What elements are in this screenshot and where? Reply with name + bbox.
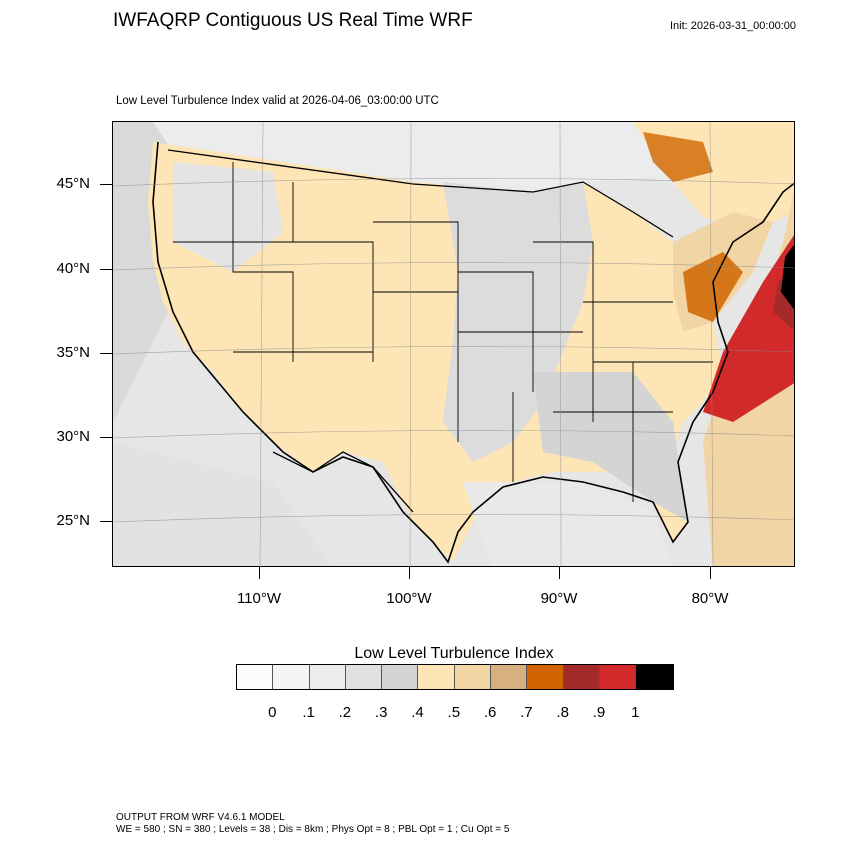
southeast-field	[533, 372, 688, 522]
lat-label-30: 30°N	[56, 428, 90, 445]
gulf-field	[463, 482, 673, 566]
coastline	[152, 141, 794, 564]
colorbar-swatch	[563, 665, 600, 689]
southwest-field	[113, 442, 332, 566]
colorbar-swatch	[418, 665, 455, 689]
colorbar-tick-label: .3	[374, 704, 388, 721]
lat-tick	[100, 184, 112, 185]
colorbar-tick-label: .9	[592, 704, 606, 721]
lon-tick	[559, 567, 560, 579]
graticule	[113, 122, 794, 566]
lon-label-110w: 110°W	[236, 590, 282, 607]
colorbar-tick-label: .4	[411, 704, 424, 721]
lat-label-35: 35°N	[56, 344, 90, 361]
lon-tick	[710, 567, 711, 579]
map-svg	[113, 122, 794, 566]
lat-tick	[100, 353, 112, 354]
lat-label-25: 25°N	[56, 512, 90, 529]
lon-label-90w: 90°W	[540, 590, 578, 607]
colorbar-swatch	[382, 665, 419, 689]
valid-time-subtitle: Low Level Turbulence Index valid at 2026…	[116, 95, 439, 107]
colorbar-swatch	[636, 665, 673, 689]
us-canada-border	[167, 149, 674, 238]
colorbar	[236, 664, 674, 690]
init-time-label: Init: 2026-03-31_00:00:00	[670, 20, 796, 32]
lon-label-100w: 100°W	[386, 590, 432, 607]
colorbar-swatch	[309, 665, 346, 689]
canada-high-field	[643, 132, 713, 182]
atlantic-max-field	[703, 235, 794, 422]
lat-tick	[100, 269, 112, 270]
colorbar-tick-label: .5	[447, 704, 461, 721]
northwest-field	[173, 162, 283, 272]
colorbar-title: Low Level Turbulence Index	[354, 645, 554, 662]
lat-label-40: 40°N	[56, 260, 90, 277]
atlantic-peak-field	[781, 244, 794, 310]
colorbar-swatch	[599, 665, 637, 689]
lat-tick	[100, 521, 112, 522]
lon-tick	[409, 567, 410, 579]
model-info-line-2: WE = 580 ; SN = 380 ; Levels = 38 ; Dis …	[116, 824, 510, 835]
colorbar-swatch	[273, 665, 310, 689]
lat-tick	[100, 437, 112, 438]
colorbar-tick-label: 0	[268, 704, 277, 721]
plot-title: IWFAQRP Contiguous US Real Time WRF	[113, 10, 473, 31]
colorbar-swatch	[345, 665, 383, 689]
map-panel	[112, 121, 795, 567]
colorbar-swatch	[237, 665, 274, 689]
colorbar-swatch	[491, 665, 528, 689]
colorbar-tick-label: 1	[631, 704, 640, 721]
colorbar-swatch	[527, 665, 564, 689]
central-us-field	[443, 182, 593, 462]
colorbar-tick-label: .8	[556, 704, 569, 721]
canada-field	[153, 122, 794, 202]
us-mexico-border	[272, 451, 414, 513]
colorbar-tick-label: .2	[338, 704, 352, 721]
model-info-line-1: OUTPUT FROM WRF V4.6.1 MODEL	[116, 812, 285, 823]
colorbar-swatch	[454, 665, 492, 689]
colorbar-tick-label: .1	[302, 704, 315, 721]
lon-tick	[259, 567, 260, 579]
lon-label-80w: 80°W	[691, 590, 729, 607]
colorbar-tick-label: .6	[483, 704, 497, 721]
lat-label-45: 45°N	[56, 175, 90, 192]
colorbar-tick-label: .7	[520, 704, 533, 721]
